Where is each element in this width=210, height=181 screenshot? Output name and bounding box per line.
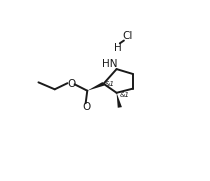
Text: O: O bbox=[67, 79, 75, 89]
Text: &1: &1 bbox=[119, 92, 129, 98]
Polygon shape bbox=[117, 93, 122, 108]
Text: HN: HN bbox=[102, 58, 118, 69]
Text: H: H bbox=[114, 43, 121, 53]
Text: Cl: Cl bbox=[122, 31, 132, 41]
Text: O: O bbox=[83, 102, 91, 112]
Text: &1: &1 bbox=[105, 81, 115, 87]
Polygon shape bbox=[87, 82, 105, 91]
